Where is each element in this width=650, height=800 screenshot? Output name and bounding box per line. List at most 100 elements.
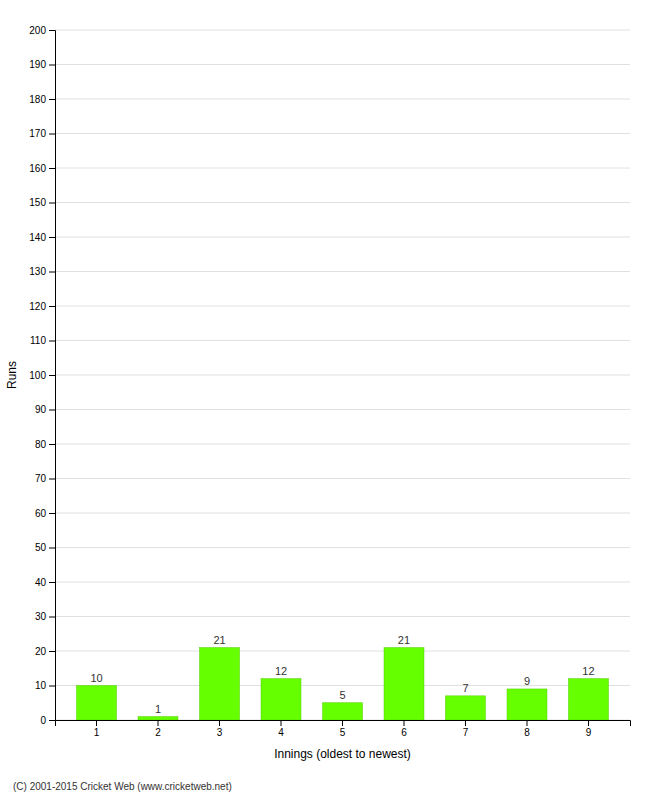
x-tick-mark <box>96 720 97 726</box>
x-tick-label: 3 <box>217 727 223 738</box>
grid-line <box>55 409 630 410</box>
y-tick-mark <box>49 375 55 376</box>
y-tick-label: 50 <box>35 542 47 553</box>
x-tick: 4 <box>278 720 284 738</box>
y-tick: 200 <box>29 25 55 36</box>
y-tick: 50 <box>35 542 55 553</box>
x-tick-label: 2 <box>155 727 161 738</box>
grid-line <box>55 651 630 652</box>
grid-line <box>55 685 630 686</box>
x-tick-label: 6 <box>401 727 407 738</box>
y-tick-label: 40 <box>35 577 47 588</box>
grid-line <box>55 340 630 341</box>
x-tick-label: 9 <box>586 727 592 738</box>
grid <box>55 30 630 720</box>
data-label: 5 <box>339 689 345 701</box>
y-tick-mark <box>49 30 55 31</box>
grid-line <box>55 99 630 100</box>
data-label: 10 <box>90 672 102 684</box>
y-tick-label: 150 <box>29 197 46 208</box>
y-tick: 70 <box>35 473 55 484</box>
grid-line <box>55 202 630 203</box>
data-label: 7 <box>462 682 468 694</box>
y-tick: 10 <box>35 680 55 691</box>
y-tick: 20 <box>35 646 55 657</box>
x-tick: 7 <box>463 720 469 738</box>
y-tick-label: 80 <box>35 439 47 450</box>
y-tick: 130 <box>29 266 55 277</box>
data-label: 21 <box>213 634 225 646</box>
x-axis-line <box>56 721 631 727</box>
y-tick: 150 <box>29 197 55 208</box>
chart-svg: 1234567890102030405060708090100110120130… <box>0 0 650 800</box>
x-tick-mark <box>588 720 589 726</box>
x-tick-mark <box>465 720 466 726</box>
y-tick-label: 190 <box>29 59 46 70</box>
x-tick-mark <box>342 720 343 726</box>
y-tick: 190 <box>29 59 55 70</box>
y-tick-label: 110 <box>30 335 46 346</box>
grid-line <box>55 582 630 583</box>
y-tick-label: 90 <box>35 404 47 415</box>
y-tick-mark <box>49 444 55 445</box>
y-tick: 110 <box>30 335 55 346</box>
data-label: 1 <box>155 703 161 715</box>
y-tick-label: 170 <box>29 128 46 139</box>
x-tick: 8 <box>524 720 530 738</box>
bar <box>200 648 240 720</box>
y-tick-mark <box>49 513 55 514</box>
x-tick: 6 <box>401 720 407 738</box>
y-tick-label: 20 <box>35 646 47 657</box>
y-tick: 40 <box>35 577 55 588</box>
y-tick-mark <box>49 168 55 169</box>
y-tick: 120 <box>29 301 55 312</box>
bars <box>77 648 609 720</box>
y-tick-mark <box>49 651 55 652</box>
grid-line <box>55 306 630 307</box>
bar <box>138 717 178 720</box>
y-tick: 160 <box>29 163 55 174</box>
bar <box>569 679 609 720</box>
y-tick-mark <box>49 65 55 66</box>
bar <box>507 689 547 720</box>
y-tick-label: 160 <box>29 163 46 174</box>
grid-line <box>55 133 630 134</box>
y-tick-mark <box>49 237 55 238</box>
y-tick-label: 100 <box>29 370 46 381</box>
y-tick-label: 30 <box>35 611 47 622</box>
x-tick-label: 7 <box>463 727 469 738</box>
y-tick-label: 140 <box>29 232 46 243</box>
y-tick: 0 <box>40 715 55 726</box>
bar <box>446 696 486 720</box>
y-tick-mark <box>49 341 55 342</box>
bar <box>261 679 301 720</box>
y-tick-label: 180 <box>29 94 46 105</box>
bar <box>77 686 117 721</box>
data-label: 12 <box>582 665 594 677</box>
grid-line <box>55 513 630 514</box>
x-tick: 9 <box>586 720 592 738</box>
data-label: 12 <box>275 665 287 677</box>
y-tick-mark <box>49 617 55 618</box>
y-tick-label: 70 <box>35 473 47 484</box>
y-tick-mark <box>49 410 55 411</box>
x-tick-mark <box>158 720 159 726</box>
bar <box>323 703 363 720</box>
data-label: 9 <box>524 675 530 687</box>
grid-line <box>55 64 630 65</box>
grid-line <box>55 547 630 548</box>
x-tick: 1 <box>94 720 100 738</box>
y-tick-mark <box>49 479 55 480</box>
y-tick-mark <box>49 720 55 721</box>
y-tick: 30 <box>35 611 55 622</box>
y-tick: 140 <box>29 232 55 243</box>
y-tick-mark <box>49 99 55 100</box>
y-tick: 90 <box>35 404 55 415</box>
grid-line <box>55 375 630 376</box>
x-tick-mark <box>526 720 527 726</box>
x-tick-mark <box>219 720 220 726</box>
y-tick-label: 130 <box>29 266 46 277</box>
x-tick: 5 <box>340 720 346 738</box>
x-tick-label: 5 <box>340 727 346 738</box>
y-tick: 180 <box>29 94 55 105</box>
